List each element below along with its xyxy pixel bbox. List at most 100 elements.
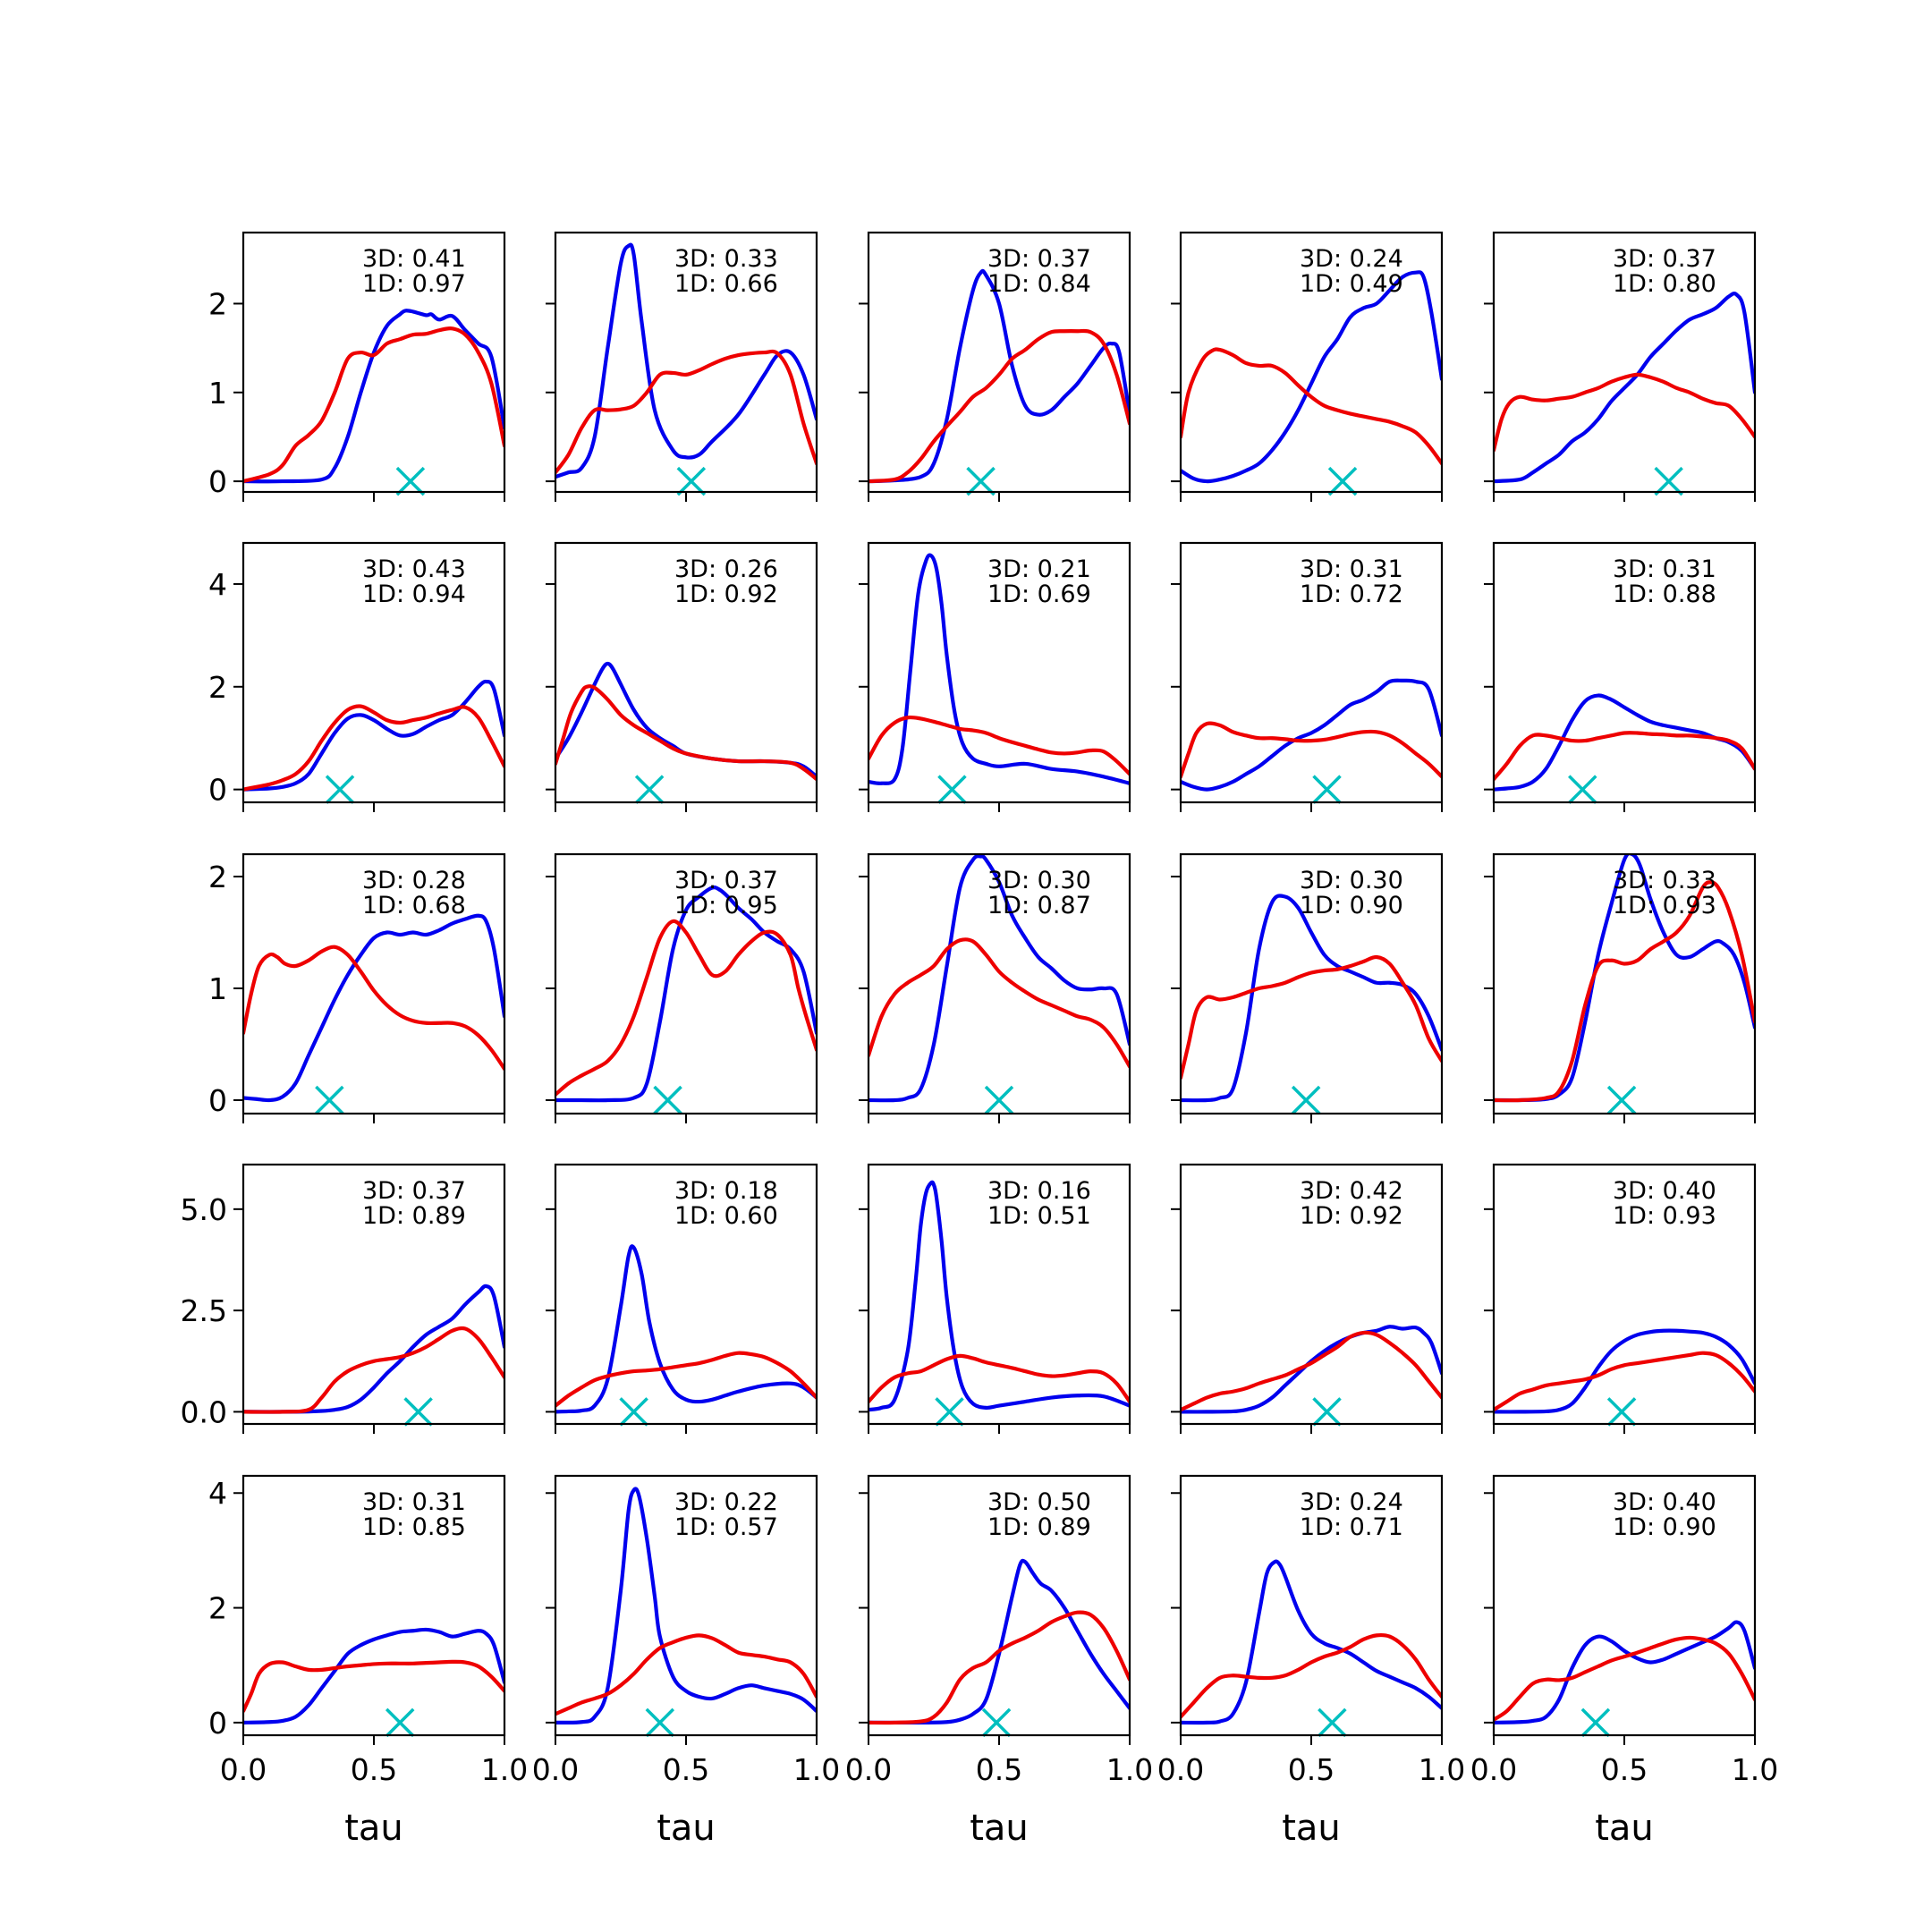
series-line-red: [555, 1351, 817, 1408]
series-line-blue: [243, 913, 504, 1103]
series-line-blue: [869, 268, 1130, 484]
x-marker: [1654, 466, 1683, 496]
annotation-1d: 1D: 0.85: [362, 1513, 466, 1541]
annotation-1d: 1D: 0.49: [1300, 270, 1403, 298]
annotation-3d: 3D: 0.40: [1613, 1488, 1716, 1516]
annotation-1d: 1D: 0.92: [1300, 1202, 1403, 1230]
series-line-red: [555, 919, 817, 1097]
x-marker: [645, 1707, 675, 1738]
series-line-blue: [555, 1244, 817, 1414]
series-line-red: [1494, 731, 1755, 782]
annotation-3d: 3D: 0.43: [362, 555, 466, 583]
x-tick-label: 0.0: [845, 1752, 892, 1787]
x-marker: [676, 466, 707, 496]
annotation-1d: 1D: 0.90: [1613, 1513, 1716, 1541]
x-marker: [935, 1397, 964, 1427]
y-tick-label: 4: [208, 1476, 227, 1511]
series-line-red: [869, 328, 1130, 484]
x-marker: [634, 775, 665, 804]
series-line-blue: [1181, 894, 1442, 1103]
annotation-1d: 1D: 0.94: [362, 580, 466, 608]
x-marker: [325, 775, 355, 804]
series-line-red: [243, 1326, 504, 1414]
series-line-red: [243, 326, 504, 484]
x-marker: [653, 1085, 682, 1115]
annotation-1d: 1D: 0.89: [987, 1513, 1091, 1541]
y-tick-label: 4: [208, 567, 227, 602]
series-line-blue: [869, 854, 1130, 1103]
series-line-blue: [555, 242, 817, 479]
annotation-3d: 3D: 0.28: [362, 867, 466, 894]
x-marker: [1327, 466, 1358, 496]
annotation-1d: 1D: 0.90: [1300, 892, 1403, 919]
series-line-red: [1181, 347, 1442, 466]
annotation-1d: 1D: 0.66: [674, 270, 778, 298]
y-tick-label: 2: [208, 860, 227, 894]
annotation-3d: 3D: 0.24: [1300, 1488, 1403, 1516]
annotation-3d: 3D: 0.40: [1613, 1177, 1716, 1205]
annotation-1d: 1D: 0.89: [362, 1202, 466, 1230]
annotation-3d: 3D: 0.41: [362, 245, 466, 273]
series-line-red: [555, 684, 817, 782]
series-line-red: [1181, 954, 1442, 1080]
x-marker: [1606, 1085, 1637, 1115]
annotation-3d: 3D: 0.18: [674, 1177, 778, 1205]
annotation-3d: 3D: 0.16: [987, 1177, 1091, 1205]
y-tick-label: 0: [208, 1706, 227, 1741]
x-axis-label: tau: [1595, 1808, 1654, 1849]
series-line-blue: [243, 679, 504, 792]
x-axis-label: tau: [344, 1808, 403, 1849]
x-marker: [403, 1397, 433, 1427]
annotation-3d: 3D: 0.42: [1300, 1177, 1403, 1205]
x-tick-label: 0.0: [532, 1752, 579, 1787]
y-tick-label: 5.0: [181, 1192, 227, 1227]
annotation-3d: 3D: 0.31: [1300, 555, 1403, 583]
annotation-1d: 1D: 0.87: [987, 892, 1091, 919]
series-line-red: [1494, 1635, 1755, 1722]
annotation-3d: 3D: 0.26: [674, 555, 778, 583]
annotation-3d: 3D: 0.37: [987, 245, 1091, 273]
x-marker: [937, 775, 967, 804]
series-line-blue: [243, 1627, 504, 1724]
annotation-1d: 1D: 0.97: [362, 270, 466, 298]
annotation-1d: 1D: 0.69: [987, 580, 1091, 608]
annotation-1d: 1D: 0.60: [674, 1202, 778, 1230]
annotation-3d: 3D: 0.30: [987, 867, 1091, 894]
annotation-1d: 1D: 0.88: [1613, 580, 1716, 608]
x-tick-label: 0.5: [1601, 1752, 1648, 1787]
x-tick-label: 0.5: [351, 1752, 397, 1787]
series-line-blue: [1494, 1620, 1755, 1724]
y-tick-label: 0: [208, 1083, 227, 1118]
x-tick-label: 0.5: [1288, 1752, 1335, 1787]
series-line-blue: [1181, 1559, 1442, 1725]
annotation-1d: 1D: 0.68: [362, 892, 466, 919]
series-line-red: [1494, 1351, 1755, 1412]
x-tick-label: 1.0: [1106, 1752, 1153, 1787]
x-marker: [1580, 1707, 1611, 1738]
y-tick-label: 0: [208, 464, 227, 499]
series-line-blue: [869, 1558, 1130, 1725]
annotation-3d: 3D: 0.30: [1300, 867, 1403, 894]
series-line-red: [243, 945, 504, 1072]
series-line-red: [1181, 1632, 1442, 1719]
series-line-blue: [869, 553, 1130, 785]
series-line-red: [243, 704, 504, 792]
series-line-blue: [555, 886, 817, 1103]
series-line-blue: [1181, 1325, 1442, 1414]
x-axis-label: tau: [1282, 1808, 1341, 1849]
